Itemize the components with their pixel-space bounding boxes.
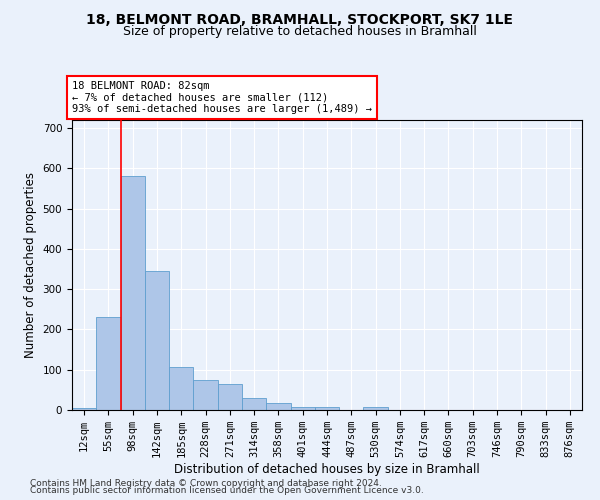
Bar [72, 408, 96, 410]
Bar [242, 398, 266, 410]
Bar [290, 407, 315, 410]
Bar [193, 380, 218, 410]
Bar [315, 407, 339, 410]
Bar [266, 403, 290, 410]
Bar [121, 176, 145, 410]
Bar [218, 384, 242, 410]
Bar [169, 366, 193, 410]
Bar [145, 271, 169, 410]
Text: 18, BELMONT ROAD, BRAMHALL, STOCKPORT, SK7 1LE: 18, BELMONT ROAD, BRAMHALL, STOCKPORT, S… [86, 12, 514, 26]
Y-axis label: Number of detached properties: Number of detached properties [24, 172, 37, 358]
Bar [364, 407, 388, 410]
Bar [96, 318, 121, 410]
Text: Contains HM Land Registry data © Crown copyright and database right 2024.: Contains HM Land Registry data © Crown c… [30, 478, 382, 488]
Text: Contains public sector information licensed under the Open Government Licence v3: Contains public sector information licen… [30, 486, 424, 495]
Text: 18 BELMONT ROAD: 82sqm
← 7% of detached houses are smaller (112)
93% of semi-det: 18 BELMONT ROAD: 82sqm ← 7% of detached … [72, 81, 372, 114]
Text: Size of property relative to detached houses in Bramhall: Size of property relative to detached ho… [123, 25, 477, 38]
X-axis label: Distribution of detached houses by size in Bramhall: Distribution of detached houses by size … [174, 463, 480, 476]
